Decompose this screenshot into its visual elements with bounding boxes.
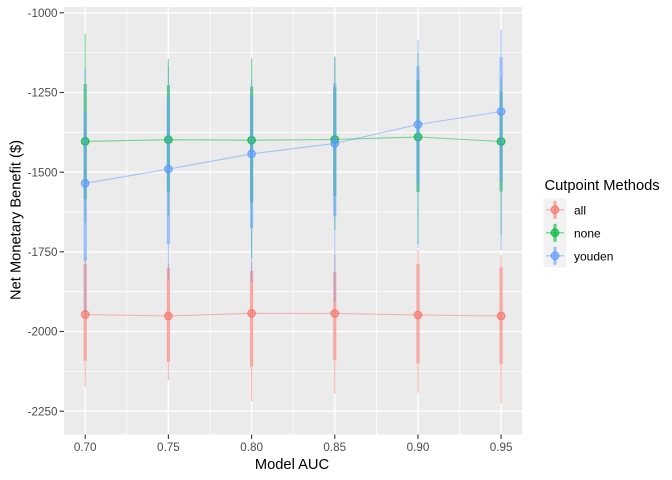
svg-text:0.80: 0.80 <box>240 441 263 454</box>
svg-text:0.70: 0.70 <box>74 441 97 454</box>
svg-text:Net Monetary Benefit ($): Net Monetary Benefit ($) <box>8 140 24 300</box>
svg-text:0.90: 0.90 <box>407 441 430 454</box>
svg-text:-2000: -2000 <box>28 326 58 339</box>
svg-text:0.85: 0.85 <box>323 441 346 454</box>
svg-text:-2250: -2250 <box>28 405 58 418</box>
svg-text:none: none <box>574 226 601 240</box>
svg-text:-1000: -1000 <box>28 7 58 20</box>
svg-text:-1250: -1250 <box>28 87 58 100</box>
svg-text:0.95: 0.95 <box>490 441 513 454</box>
svg-text:youden: youden <box>574 249 613 263</box>
svg-text:Model AUC: Model AUC <box>255 457 330 473</box>
svg-text:-1500: -1500 <box>28 166 58 179</box>
svg-text:all: all <box>574 203 586 217</box>
svg-text:-1750: -1750 <box>28 246 58 259</box>
svg-text:0.75: 0.75 <box>157 441 180 454</box>
svg-text:Cutpoint Methods: Cutpoint Methods <box>545 178 660 194</box>
